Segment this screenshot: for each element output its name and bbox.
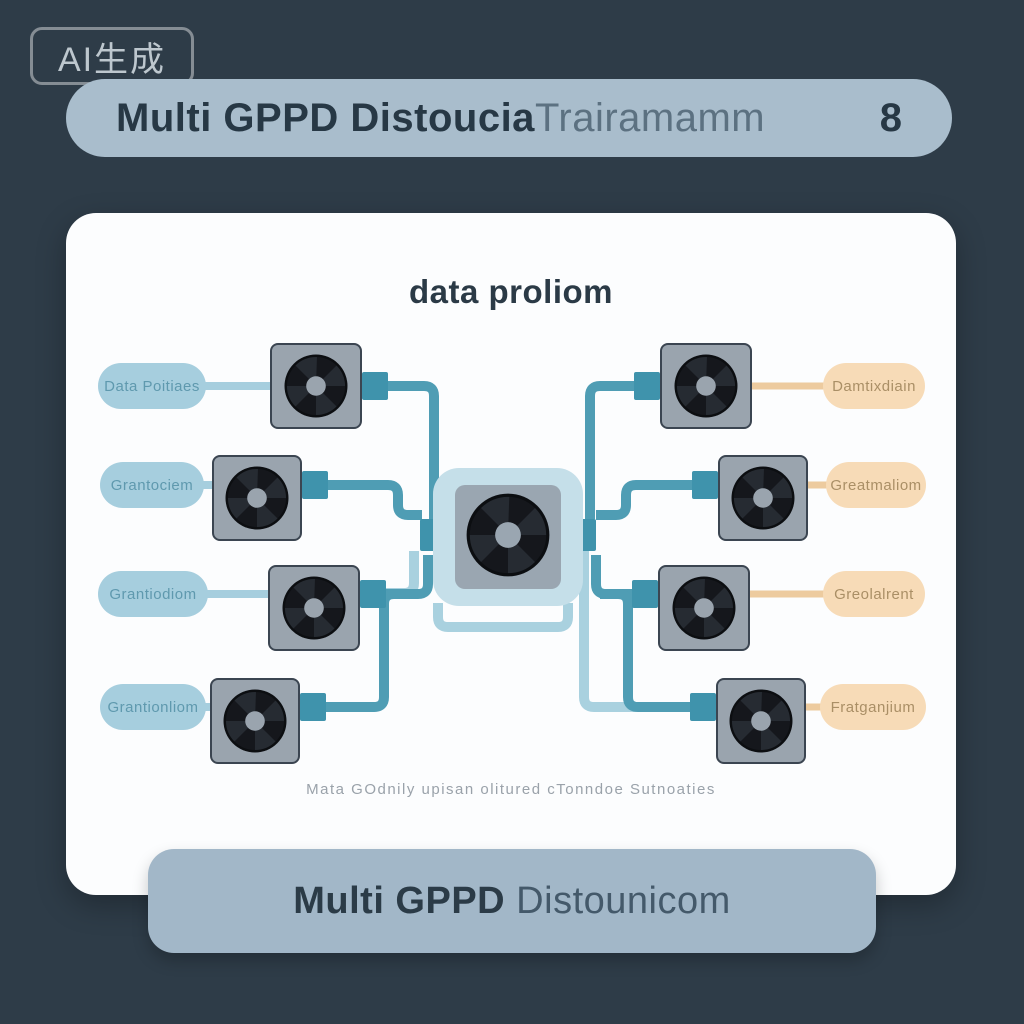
pill-label: Damtixdiain [832,377,916,395]
node-port [302,471,328,499]
gpu-node-right-3 [658,565,750,651]
gpu-node-left-4 [210,678,300,764]
pill-label: Greolalrent [834,585,914,603]
label-pill-left-2: Grantociem [100,462,204,508]
footer-title: Multi GPPD Distounicom [293,880,731,923]
label-pill-left-4: Grantionliom [100,684,206,730]
fan-icon [669,573,739,643]
pill-label: Greatmaliom [830,476,922,494]
node-port [632,580,658,608]
header-title-bold: Multi GPPD Distoucia [116,95,535,140]
node-port [360,580,386,608]
pill-label: Fratganjium [830,698,916,716]
fan-icon [222,463,292,533]
gpu-node-right-1 [660,343,752,429]
gpu-node-left-2 [212,455,302,541]
label-pill-right-2: Greatmaliom [826,462,926,508]
fan-icon [281,351,351,421]
label-pill-left-1: Data Poitiaes [98,363,206,409]
header-title-light: Trairamamm [534,95,766,140]
diagram-title: data proliom [408,273,614,310]
connection-wires [200,372,828,721]
footer-banner: Multi GPPD Distounicom [148,849,876,953]
label-pill-right-1: Damtixdiain [823,363,925,409]
label-pill-left-3: Grantiodiom [98,571,208,617]
node-port [362,372,388,400]
diagram-card: data proliom [66,213,956,895]
gpu-node-left-1 [270,343,362,429]
node-port [692,471,718,499]
pill-label: Grantiodiom [109,585,197,603]
ai-generated-watermark-label: AI生成 [57,40,167,79]
fan-icon [728,463,798,533]
label-pill-right-3: Greolalrent [823,571,925,617]
pill-label: Grantociem [110,476,194,494]
gpu-node-left-3 [268,565,360,651]
diagram-caption: Mata GOdnily upisan olitured cTonndoe Su… [306,781,716,798]
pill-label: Grantionliom [107,698,199,716]
ai-generated-watermark: AI生成 [30,27,194,85]
gpu-hub-node [433,468,583,606]
fan-icon [220,686,290,756]
node-port [634,372,660,400]
fan-icon [279,573,349,643]
fan-icon [726,686,796,756]
gpu-node-right-2 [718,455,808,541]
header-number: 8 [879,95,902,140]
pill-label: Data Poitiaes [104,377,200,395]
header-title: Multi GPPD DistouciaTrairamamm [116,96,765,141]
header-banner: Multi GPPD DistouciaTrairamamm 8 [66,79,952,157]
node-port [300,693,326,721]
footer-title-light: Distounicom [505,879,731,922]
gpu-hub-inner [455,485,561,589]
gpu-node-right-4 [716,678,806,764]
footer-title-bold: Multi GPPD [293,879,506,922]
fan-icon [462,489,554,586]
node-port [690,693,716,721]
fan-icon [671,351,741,421]
label-pill-right-4: Fratganjium [820,684,926,730]
